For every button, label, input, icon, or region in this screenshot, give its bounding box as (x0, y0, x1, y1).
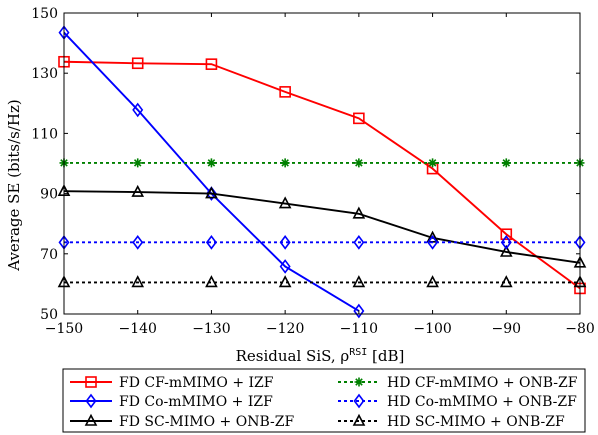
series-2 (58, 25, 365, 319)
legend-marker (352, 413, 366, 426)
legend-label: HD SC-MIMO + ONB-ZF (387, 414, 565, 430)
legend-label: HD CF-mMIMO + ONB-ZF (387, 375, 578, 391)
x-axis-label-unit: [dB] (367, 347, 404, 365)
series-4 (59, 158, 585, 168)
data-point (499, 275, 513, 288)
y-tick-label: 70 (40, 247, 58, 263)
x-tick-label: −120 (266, 321, 304, 337)
x-tick-label: −80 (565, 321, 595, 337)
legend-label: FD CF-mMIMO + IZF (119, 375, 274, 391)
data-point (205, 275, 218, 288)
legend-label: FD SC-MIMO + ONB-ZF (119, 414, 294, 430)
legend-box (62, 368, 586, 433)
legend-marker (354, 377, 364, 387)
data-point (353, 112, 365, 125)
y-tick-label: 130 (31, 66, 58, 82)
y-tick-label: 90 (40, 187, 58, 203)
series-5 (58, 235, 586, 250)
data-point (132, 102, 144, 118)
plot-area (57, 25, 587, 319)
x-tick-label: −150 (45, 321, 83, 337)
data-point (354, 158, 364, 168)
data-point (352, 206, 366, 219)
data-point (278, 196, 292, 209)
data-point (427, 235, 439, 250)
data-point (500, 228, 513, 241)
y-axis-label: Average SE (bits/s/Hz) (5, 99, 23, 272)
y-tick-label: 110 (31, 126, 58, 142)
x-axis-label-sup: RSI (349, 347, 367, 358)
data-point (426, 275, 439, 288)
legend-marker (85, 376, 97, 388)
y-tick-label: 50 (40, 307, 58, 323)
data-point (501, 158, 511, 168)
x-tick-label: −110 (340, 321, 378, 337)
data-point (205, 186, 217, 201)
data-point (131, 57, 144, 70)
y-tick-label: 150 (31, 6, 58, 22)
legend-marker (353, 393, 365, 409)
data-point (428, 158, 438, 168)
data-point (499, 244, 513, 257)
series-line (63, 190, 581, 264)
legend-entry: HD CF-mMIMO + ONB-ZF (338, 375, 578, 391)
axes: −150 −140 −130 −120 −110 −100 −90 −80 50 70 90 110 1… (31, 6, 595, 337)
data-point (131, 184, 145, 197)
legend-entry: FD CF-mMIMO + IZF (70, 375, 274, 391)
x-tick-label: −130 (192, 321, 230, 337)
legend-label: FD Co-mMIMO + IZF (119, 394, 273, 410)
data-point (205, 186, 218, 199)
data-point (353, 235, 365, 250)
data-point (279, 259, 291, 274)
legend: FD CF-mMIMO + IZF FD Co-mMIMO + IZF FD SC-… (62, 368, 586, 433)
data-point (205, 235, 217, 250)
legend-entry: FD SC-MIMO + ONB-ZF (70, 413, 294, 430)
data-point (353, 303, 365, 319)
data-point (280, 158, 290, 168)
data-point (133, 158, 143, 168)
legend-marker (84, 413, 98, 426)
x-axis-label-main: Residual SiS, ρ (236, 347, 350, 365)
data-point (131, 275, 145, 288)
data-point (352, 275, 366, 288)
data-point (279, 235, 291, 250)
legend-marker (85, 393, 97, 409)
x-axis-label: Residual SiS, ρRSI [dB] (236, 347, 405, 365)
x-tick-label: −100 (413, 321, 451, 337)
series-3 (57, 183, 587, 268)
data-point (205, 58, 218, 70)
series-1 (58, 55, 586, 295)
data-point (279, 86, 291, 98)
legend-label: HD Co-mMIMO + ONB-ZF (387, 394, 577, 410)
series-6 (57, 275, 587, 288)
series-line (63, 60, 581, 290)
data-point (132, 235, 144, 250)
data-point (278, 275, 292, 288)
legend-entry: FD Co-mMIMO + IZF (70, 393, 273, 410)
series-line (63, 31, 360, 312)
legend-entry: HD SC-MIMO + ONB-ZF (338, 413, 565, 430)
x-tick-label: −140 (118, 321, 156, 337)
x-tick-label: −90 (492, 321, 522, 337)
legend-entry: HD Co-mMIMO + ONB-ZF (338, 393, 577, 410)
data-point (206, 158, 216, 168)
plot-frame (63, 12, 581, 315)
data-point (500, 235, 512, 250)
